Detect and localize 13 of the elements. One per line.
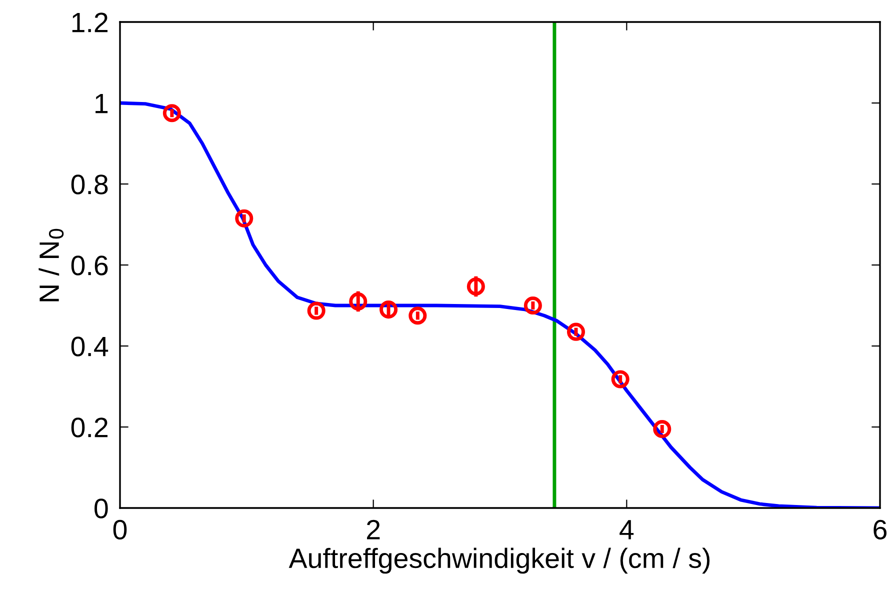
x-axis-title: Auftreffgeschwindigkeit v / (cm / s) — [288, 548, 710, 574]
x-tick-label: 0 — [113, 520, 127, 540]
x-tick-label: 4 — [620, 520, 634, 540]
x-tick-label: 2 — [367, 520, 380, 540]
y-tick-label: 0.8 — [71, 174, 108, 194]
y-tick-label: 0.6 — [71, 256, 108, 276]
y-tick-label: 0.2 — [71, 418, 108, 438]
y-tick-label: 1 — [96, 94, 108, 114]
y-axis-title: N / N$_{0}$ — [38, 228, 64, 302]
y-tick-label: 1.2 — [72, 12, 108, 32]
x-tick-label: 6 — [874, 520, 887, 540]
y-tick-label: 0 — [94, 498, 108, 518]
y-tick-label: 0.4 — [71, 336, 108, 356]
